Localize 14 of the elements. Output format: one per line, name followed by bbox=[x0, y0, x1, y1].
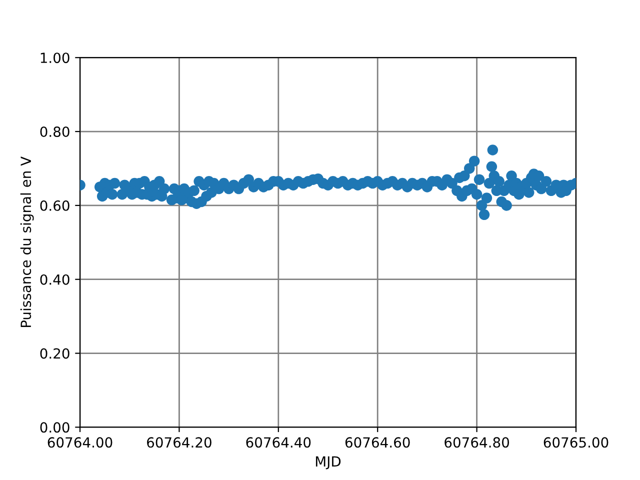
y-tick-label: 0.60 bbox=[40, 200, 70, 211]
x-tick-label: 60765.00 bbox=[544, 437, 608, 448]
y-tick-label: 0.40 bbox=[40, 274, 70, 285]
x-tick-label: 60764.40 bbox=[246, 437, 311, 448]
y-axis-title: Puissance du signal en V bbox=[20, 156, 34, 328]
y-tick-label: 0.80 bbox=[40, 126, 70, 137]
x-tick-label: 60764.00 bbox=[48, 437, 112, 448]
x-axis-title: MJD bbox=[316, 456, 341, 470]
x-tick-label: 60764.60 bbox=[345, 437, 410, 448]
y-tick-label: 1.00 bbox=[40, 52, 70, 64]
y-tick-label: 0.00 bbox=[40, 422, 70, 433]
y-tick-label: 0.20 bbox=[40, 348, 70, 359]
x-tick-label: 60764.80 bbox=[444, 437, 510, 448]
x-tick-label: 60764.20 bbox=[147, 437, 212, 448]
